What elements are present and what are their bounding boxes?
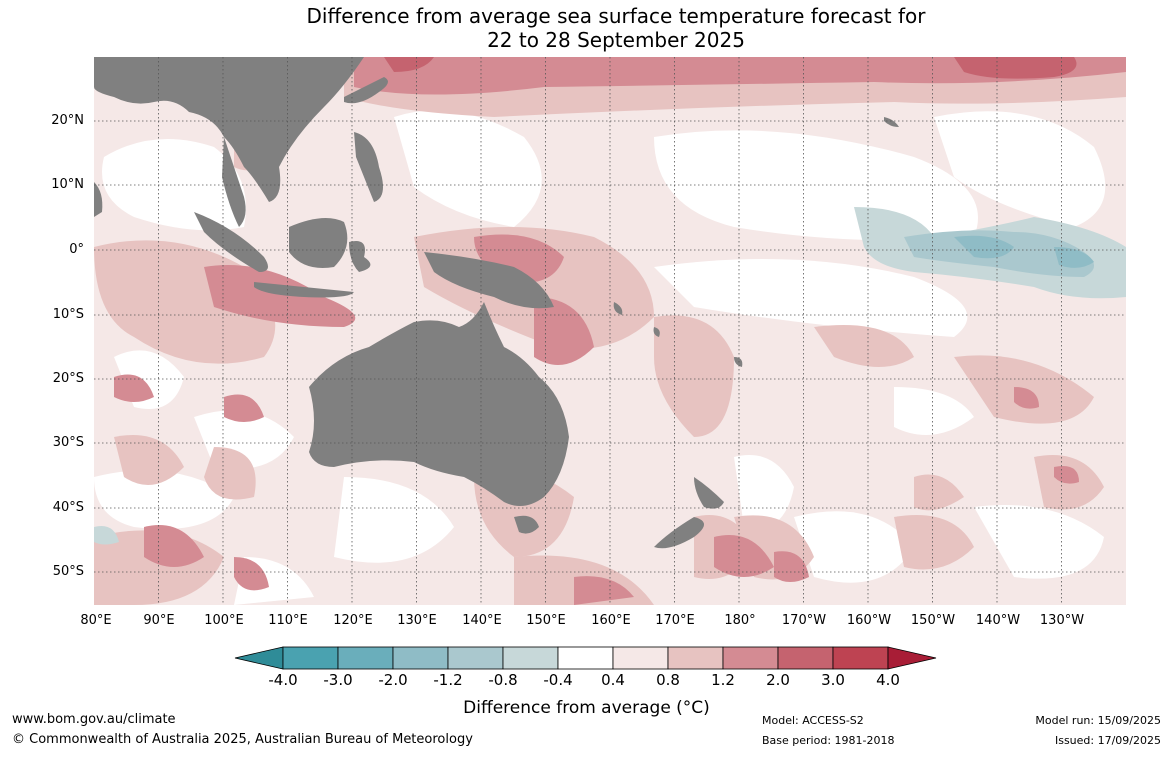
colorbar-tick-label: -4.0 bbox=[268, 671, 298, 689]
lon-label: 110°E bbox=[268, 613, 308, 628]
colorbar-tick-label: -0.8 bbox=[488, 671, 518, 689]
lon-label: 150°W bbox=[910, 613, 956, 628]
lon-label: 160°W bbox=[846, 613, 892, 628]
lat-label: 40°S bbox=[52, 500, 84, 515]
lon-label: 160°E bbox=[591, 613, 631, 628]
colorbar-cell bbox=[667, 646, 724, 670]
colorbar-cell bbox=[447, 646, 504, 670]
colorbar-label: Difference from average (°C) bbox=[463, 698, 710, 718]
colorbar bbox=[234, 646, 937, 670]
lon-label: 140°E bbox=[462, 613, 502, 628]
colorbar-tick-label: -1.2 bbox=[433, 671, 463, 689]
colorbar-tick-label: -0.4 bbox=[543, 671, 573, 689]
footer-model: Model: ACCESS-S2 bbox=[762, 714, 864, 727]
very-strong-warm-regions bbox=[384, 57, 1077, 79]
cool-regions bbox=[94, 207, 1126, 545]
lon-label: 130°E bbox=[397, 613, 437, 628]
colorbar-cell bbox=[337, 646, 394, 670]
lon-label: 170°E bbox=[655, 613, 695, 628]
footer-model-run: Model run: 15/09/2025 bbox=[1035, 714, 1161, 727]
lat-label: 10°S bbox=[52, 307, 84, 322]
colorbar-cell bbox=[777, 646, 834, 670]
lat-label: 20°S bbox=[52, 371, 84, 386]
colorbar-cell bbox=[392, 646, 449, 670]
lat-label: 0° bbox=[69, 242, 84, 257]
lon-label: 150°E bbox=[526, 613, 566, 628]
colorbar-cell bbox=[557, 646, 614, 670]
lon-label: 100°E bbox=[204, 613, 244, 628]
lon-label: 130°W bbox=[1039, 613, 1085, 628]
colorbar-cell bbox=[502, 646, 559, 670]
lon-label: 80°E bbox=[80, 613, 112, 628]
colorbar-cell bbox=[612, 646, 669, 670]
colorbar-tick-label: 0.8 bbox=[656, 671, 680, 689]
lon-label: 90°E bbox=[143, 613, 175, 628]
lat-label: 30°S bbox=[52, 435, 84, 450]
lon-label: 120°E bbox=[333, 613, 373, 628]
lon-label: 170°W bbox=[781, 613, 827, 628]
sst-anomaly-map bbox=[94, 57, 1126, 605]
colorbar-tick-label: 0.4 bbox=[601, 671, 625, 689]
lat-label: 10°N bbox=[51, 177, 84, 192]
colorbar-cell bbox=[722, 646, 779, 670]
colorbar-extend-high bbox=[887, 646, 937, 670]
graticule bbox=[94, 57, 1126, 605]
lon-label: 140°W bbox=[975, 613, 1021, 628]
lat-label: 20°N bbox=[51, 113, 84, 128]
colorbar-cell bbox=[832, 646, 889, 670]
footer-copyright: © Commonwealth of Australia 2025, Austra… bbox=[12, 732, 473, 747]
footer-url: www.bom.gov.au/climate bbox=[12, 712, 176, 727]
colorbar-tick-label: 3.0 bbox=[821, 671, 845, 689]
map-svg bbox=[94, 57, 1126, 605]
colorbar-tick-label: 4.0 bbox=[876, 671, 900, 689]
title-line-2: 22 to 28 September 2025 bbox=[487, 28, 745, 52]
footer-issued: Issued: 17/09/2025 bbox=[1054, 734, 1161, 747]
strong-warm-regions bbox=[114, 57, 1126, 605]
colorbar-cell bbox=[282, 646, 339, 670]
map-title: Difference from average sea surface temp… bbox=[0, 4, 1173, 52]
neutral-regions bbox=[94, 110, 1106, 605]
lat-label: 50°S bbox=[52, 564, 84, 579]
colorbar-extend-low bbox=[234, 646, 284, 670]
colorbar-tick-label: -2.0 bbox=[378, 671, 408, 689]
colorbar-tick-label: 2.0 bbox=[766, 671, 790, 689]
lon-label: 180° bbox=[724, 613, 756, 628]
title-line-1: Difference from average sea surface temp… bbox=[306, 4, 926, 28]
colorbar-tick-label: 1.2 bbox=[711, 671, 735, 689]
colorbar-tick-label: -3.0 bbox=[323, 671, 353, 689]
land bbox=[94, 57, 899, 549]
footer-base-period: Base period: 1981-2018 bbox=[762, 734, 895, 747]
